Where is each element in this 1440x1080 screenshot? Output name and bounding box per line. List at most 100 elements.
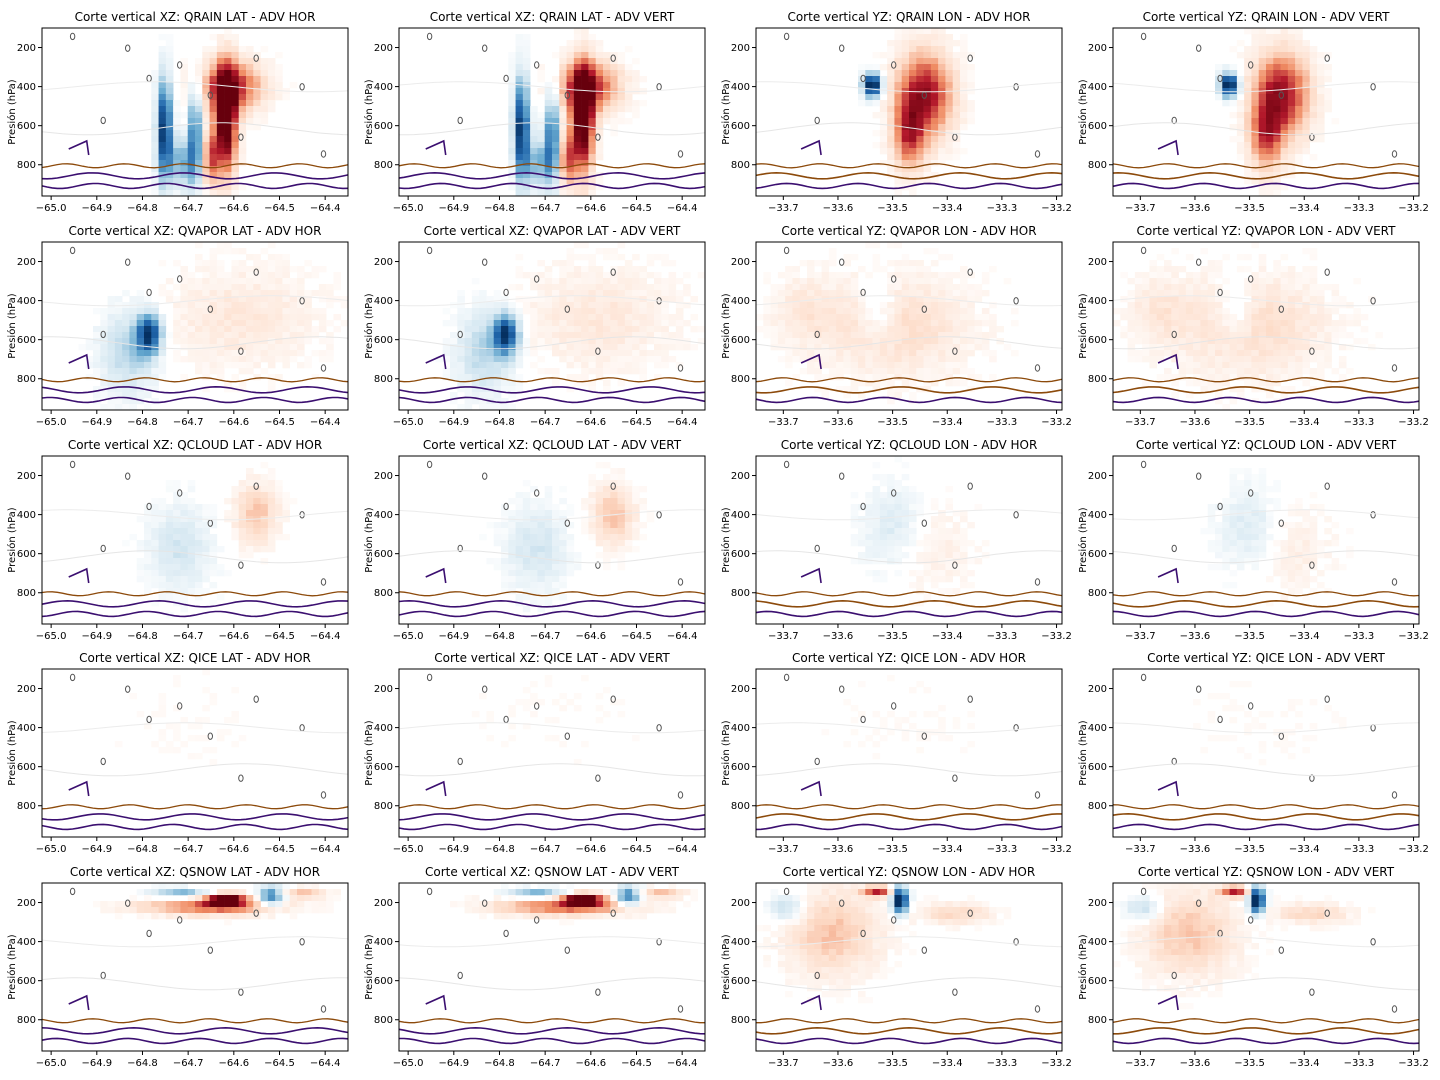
heatmap-cell (923, 172, 932, 179)
heatmap-cell (1295, 136, 1303, 143)
heatmap-cell (522, 350, 531, 357)
contour-oval (1248, 61, 1254, 69)
heatmap-cell (573, 88, 582, 95)
heatmap-cell (1222, 94, 1230, 101)
heatmap-cell (916, 290, 924, 297)
heatmap-cell (930, 368, 939, 375)
heatmap-cell (267, 82, 276, 89)
heatmap-cell (697, 272, 706, 279)
heatmap-cell (887, 148, 895, 155)
heatmap-cell (165, 178, 174, 185)
heatmap-cell (865, 546, 873, 553)
heatmap-cell (858, 266, 866, 273)
heatmap-cell (1273, 272, 1281, 279)
heatmap-cell (1222, 380, 1230, 387)
heatmap-cell (1244, 332, 1252, 339)
heatmap-cell (537, 272, 546, 279)
heatmap-cell (566, 296, 575, 303)
heatmap-cell (202, 504, 210, 511)
heatmap-cell (165, 296, 174, 303)
heatmap-cell (624, 118, 633, 125)
heatmap-cell (1207, 386, 1216, 393)
heatmap-cell (1309, 46, 1318, 53)
heatmap-cell (216, 100, 225, 107)
heatmap-cell (879, 356, 888, 363)
heatmap-cell (916, 582, 924, 589)
heatmap-cell (894, 492, 903, 499)
heatmap-cell (697, 338, 706, 345)
heatmap-cell (537, 178, 546, 185)
heatmap-cell (952, 546, 961, 553)
contour-lines (398, 460, 706, 618)
heatmap-cell (1273, 64, 1281, 71)
heatmap-cell (544, 88, 553, 95)
heatmap-cell (909, 172, 917, 179)
x-tick-label: −64.9 (438, 631, 469, 642)
x-tick-label: −33.6 (1180, 417, 1211, 428)
heatmap-cell (246, 76, 254, 83)
heatmap-cell (151, 350, 159, 357)
heatmap-cell (260, 540, 269, 547)
heatmap-cell (297, 308, 305, 315)
heatmap-cell (595, 492, 604, 499)
heatmap-cell (180, 356, 189, 363)
heatmap-cell (930, 28, 939, 35)
heatmap-cell (1266, 172, 1274, 179)
heatmap-cell (624, 492, 633, 499)
heatmap-cell (202, 308, 210, 315)
heatmap-cell (573, 374, 582, 381)
heatmap-cell (1164, 266, 1172, 273)
heatmap-cell (340, 320, 349, 327)
heatmap-cell (224, 58, 232, 65)
heatmap-cell (683, 284, 691, 291)
heatmap-cell (894, 534, 903, 541)
heatmap-cell (909, 534, 917, 541)
heatmap-cell (588, 486, 597, 493)
heatmap-cell (216, 362, 225, 369)
heatmap-cell (195, 350, 203, 357)
heatmap-cell (887, 46, 895, 53)
heatmap-cell (1317, 58, 1325, 65)
heatmap-cell (537, 64, 546, 71)
heatmap-cell (909, 338, 917, 345)
heatmap-cell (216, 260, 225, 267)
heatmap-cell (639, 308, 648, 315)
contour-oval (426, 32, 433, 41)
heatmap-cell (530, 154, 538, 161)
heatmap-cell (872, 142, 881, 149)
heatmap-cell (632, 534, 640, 541)
heatmap-cell (479, 344, 487, 351)
heatmap-cell (1215, 302, 1223, 309)
heatmap-cell (136, 326, 145, 333)
heatmap-cell (909, 58, 917, 65)
heatmap-cell (246, 284, 254, 291)
heatmap-cell (1317, 332, 1325, 339)
heatmap-cell (646, 332, 655, 339)
heatmap-cell (901, 504, 910, 511)
heatmap-cell (573, 148, 582, 155)
heatmap-cell (1236, 534, 1245, 541)
heatmap-cell (180, 528, 189, 535)
heatmap-cell (901, 510, 910, 517)
heatmap-cell (216, 94, 225, 101)
heatmap-cell (1309, 76, 1318, 83)
heatmap-cell (785, 326, 793, 333)
heatmap-cell (1287, 166, 1296, 173)
heatmap-cell (260, 272, 269, 279)
heatmap-cell (879, 148, 888, 155)
heatmap-cell (785, 272, 793, 279)
heatmap-cell (624, 46, 633, 53)
heatmap-cell (158, 124, 167, 131)
heatmap-cell (792, 266, 801, 273)
heatmap-cell (894, 284, 903, 291)
heatmap-cell (202, 94, 210, 101)
heatmap-cell (333, 314, 342, 321)
heatmap-cell (1222, 88, 1230, 95)
heatmap-cell (588, 76, 597, 83)
heatmap-cell (777, 302, 786, 309)
heatmap-cell (1236, 558, 1245, 565)
heatmap-cell (763, 296, 771, 303)
heatmap-cell (1302, 380, 1311, 387)
heatmap-cell (1251, 172, 1260, 179)
heatmap-cell (639, 362, 648, 369)
